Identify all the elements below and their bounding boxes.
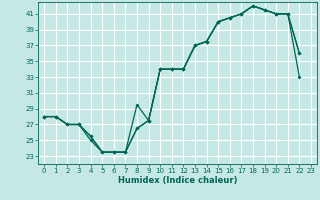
X-axis label: Humidex (Indice chaleur): Humidex (Indice chaleur) bbox=[118, 176, 237, 185]
